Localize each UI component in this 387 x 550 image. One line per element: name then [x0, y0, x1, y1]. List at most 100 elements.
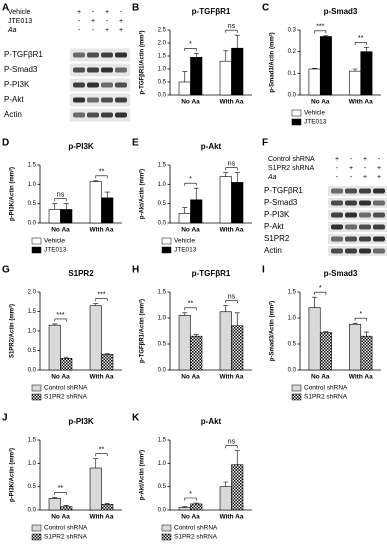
y-tick-label: 2.0	[158, 41, 167, 47]
error-bar	[93, 180, 99, 182]
bar	[101, 504, 114, 511]
significance-label: ***	[97, 292, 105, 299]
condition-sign: -	[336, 174, 339, 181]
bar	[319, 36, 332, 96]
blot-band	[87, 82, 99, 88]
blot-band	[373, 224, 385, 230]
blot-band	[101, 97, 113, 103]
x-tick-label: With Aa	[220, 227, 244, 234]
significance-label: *	[189, 176, 192, 183]
y-tick-label: 0.0	[158, 368, 167, 374]
condition-sign: -	[106, 18, 109, 25]
blot-strip	[328, 246, 387, 256]
blot-band	[345, 248, 357, 254]
legend-swatch	[291, 109, 302, 117]
blot-band	[87, 112, 99, 118]
y-tick-label: 0.0	[288, 93, 297, 99]
bar	[190, 56, 203, 96]
condition-sign: +	[119, 18, 123, 25]
significance-bracket	[225, 445, 238, 449]
significance-bracket	[184, 307, 197, 311]
blot-band	[331, 188, 343, 194]
error-bar	[104, 353, 110, 355]
blot-strip	[70, 108, 130, 122]
panel-letter: F	[262, 138, 268, 149]
error-bar	[234, 34, 240, 49]
y-axis-label: S1PR2/Actin (mm²)	[9, 304, 16, 358]
blot-strip	[70, 63, 130, 77]
blot-row-label: Actin	[264, 246, 282, 255]
panel-letter: C	[262, 3, 269, 14]
y-tick-label: 1.5	[158, 54, 167, 60]
x-tick-label: No Aa	[51, 227, 70, 234]
condition-sign: +	[105, 27, 109, 34]
y-tick-label: 1.0	[288, 316, 297, 322]
blot-row-label: P-Akt	[4, 95, 24, 104]
condition-sign: +	[105, 9, 109, 16]
blot-band	[73, 97, 85, 103]
error-bar	[223, 305, 229, 312]
y-tick-label: 0.0	[28, 368, 37, 374]
legend-swatch	[31, 246, 42, 254]
condition-sign: -	[378, 156, 381, 163]
error-bar	[182, 312, 188, 316]
condition-sign: +	[363, 174, 367, 181]
condition-sign: +	[335, 156, 339, 163]
blot-row-label: P-PI3K	[4, 80, 30, 89]
legend-label: S1PR2 shRNA	[44, 394, 88, 401]
legend-label: S1PR2 shRNA	[174, 534, 218, 541]
y-tick-label: 1.5	[28, 309, 37, 315]
condition-sign: +	[377, 174, 381, 181]
error-bar	[323, 35, 329, 37]
y-tick-label: 0.0	[28, 508, 37, 514]
y-tick-label: 0.5	[158, 201, 167, 207]
bar	[219, 176, 232, 224]
y-tick-label: 0.5	[158, 80, 167, 86]
legend-label: Control shRNA	[44, 525, 88, 532]
condition-label: Aa	[267, 174, 277, 181]
legend-label: Vehicle	[174, 238, 195, 245]
blot-band	[115, 97, 127, 103]
blot-band	[101, 52, 113, 58]
legend-swatch	[161, 246, 172, 254]
panel-letter: G	[2, 265, 10, 276]
chart-title: p-Smad3	[324, 7, 358, 16]
condition-sign: -	[364, 165, 367, 172]
legend-swatch	[31, 393, 42, 401]
x-tick-label: No Aa	[311, 99, 330, 106]
y-tick-label: 1.5	[288, 290, 297, 296]
legend-label: JTE013	[174, 247, 197, 254]
bar	[308, 68, 321, 96]
x-tick-label: With Aa	[220, 374, 244, 381]
error-bar	[104, 503, 110, 505]
y-axis-label: p-PI3K/Actin (mm²)	[9, 448, 16, 502]
blot-band	[101, 82, 113, 88]
bar	[231, 325, 244, 371]
panel-letter: H	[132, 265, 139, 276]
significance-label: ns	[228, 23, 236, 30]
blot-row-label: P-Smad3	[4, 65, 38, 74]
error-bar	[93, 458, 99, 468]
blot-band	[331, 248, 343, 254]
blot-band	[87, 97, 99, 103]
y-axis-label: p-Akt/Actin (mm²)	[139, 450, 146, 500]
significance-label: ns	[228, 161, 236, 168]
significance-bracket	[95, 175, 108, 179]
panel-letter: B	[132, 3, 139, 14]
blot-row-label: Actin	[4, 110, 22, 119]
blot-band	[115, 82, 127, 88]
condition-sign: +	[377, 165, 381, 172]
x-tick-label: No Aa	[51, 374, 70, 381]
panel-letter: A	[2, 3, 9, 14]
significance-bracket	[54, 492, 67, 495]
y-tick-label: 0.5	[28, 484, 37, 490]
significance-label: ns	[228, 293, 236, 300]
x-tick-label: With Aa	[90, 514, 114, 521]
significance-label: **	[188, 301, 194, 308]
blot-band	[73, 52, 85, 58]
blot-strip	[328, 198, 387, 208]
error-bar	[193, 334, 199, 337]
blot-band	[101, 67, 113, 73]
blot-band	[115, 112, 127, 118]
